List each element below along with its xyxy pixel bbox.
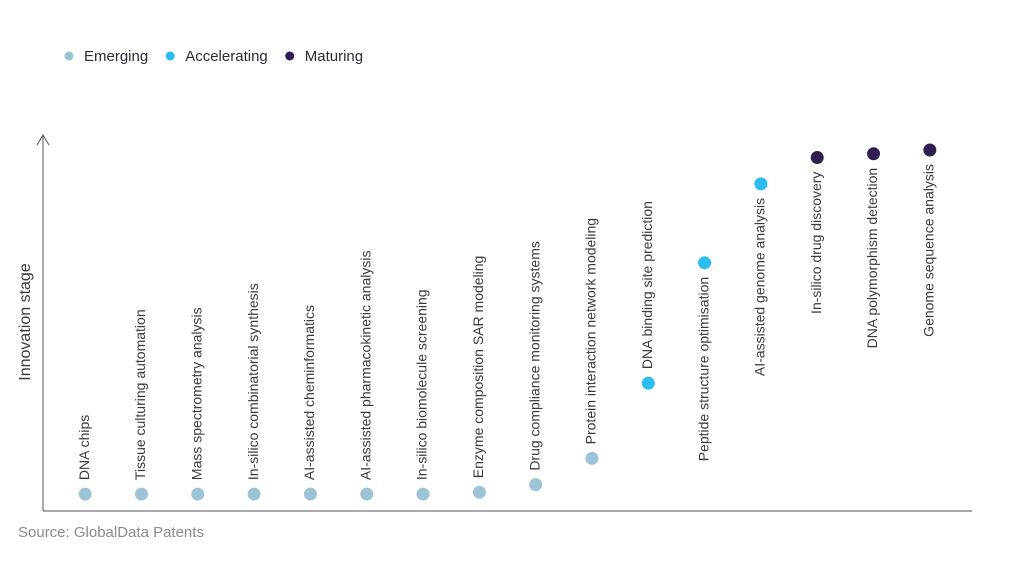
legend-label: Maturing xyxy=(305,48,363,65)
category-label: Peptide structure optimisation xyxy=(695,277,711,461)
point xyxy=(810,151,824,165)
point xyxy=(78,487,92,501)
legend-label: Emerging xyxy=(84,48,148,65)
category-label: AI-assisted cheminformatics xyxy=(301,305,317,480)
category-label: AI-assisted pharmacokinetic analysis xyxy=(357,251,373,481)
category-label: Mass spectrometry analysis xyxy=(188,307,204,480)
category-label: DNA chips xyxy=(76,415,92,480)
point xyxy=(754,177,768,191)
point xyxy=(923,143,937,157)
point xyxy=(416,487,430,501)
point xyxy=(867,147,881,161)
point xyxy=(360,487,374,501)
point xyxy=(641,376,655,390)
source: Source: GlobalData Patents xyxy=(18,524,204,541)
point xyxy=(585,451,599,465)
category-label: Genome sequence analysis xyxy=(921,164,937,337)
point xyxy=(529,478,543,492)
point xyxy=(303,487,317,501)
category-label: Drug compliance monitoring systems xyxy=(526,241,542,471)
point xyxy=(698,256,712,270)
y-axis-arrow xyxy=(36,134,50,146)
category-label: In-silico biomolecule screening xyxy=(414,289,430,480)
point xyxy=(134,487,148,501)
category-label: DNA binding site prediction xyxy=(639,201,655,369)
category-label: In-silico drug discovery xyxy=(808,172,824,314)
y-axis-label: Innovation stage xyxy=(17,263,34,381)
legend-marker xyxy=(285,51,295,61)
point xyxy=(472,485,486,499)
category-label: DNA polymorphism detection xyxy=(864,168,880,349)
category-label: Tissue culturing automation xyxy=(132,309,148,480)
category-label: AI-assisted genome analysis xyxy=(752,198,768,376)
legend-marker xyxy=(64,51,74,61)
legend-marker xyxy=(165,51,175,61)
point xyxy=(247,487,261,501)
category-label: In-silico combinatorial synthesis xyxy=(245,283,261,480)
category-label: Enzyme composition SAR modeling xyxy=(470,256,486,479)
category-label: Protein interaction network modeling xyxy=(583,218,599,444)
point xyxy=(191,487,205,501)
legend-label: Accelerating xyxy=(185,48,268,65)
